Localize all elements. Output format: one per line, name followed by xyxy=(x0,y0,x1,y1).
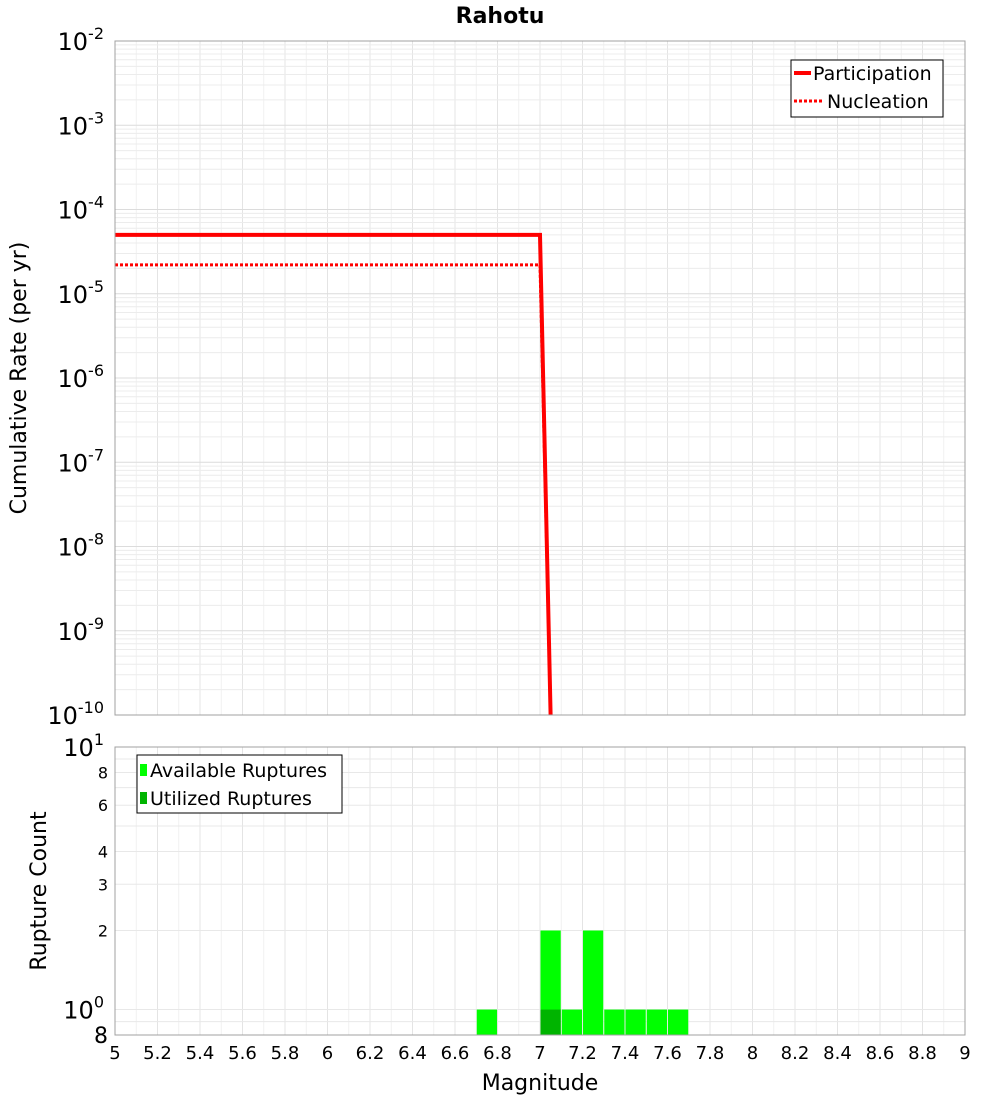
count-legend-box xyxy=(136,754,343,814)
magnitude-x-tick-label: 7.8 xyxy=(696,1043,725,1064)
count-y-tick-label: 101 xyxy=(63,730,104,762)
count-bars xyxy=(476,930,689,1035)
magnitude-x-tick-label: 7 xyxy=(534,1043,545,1064)
magnitude-x-tick-label: 7.4 xyxy=(611,1043,640,1064)
magnitude-x-tick-label: 8.8 xyxy=(908,1043,937,1064)
count-plot-frame xyxy=(114,746,966,1036)
rate-legend: Participation Nucleation xyxy=(790,59,944,118)
count-y-tick-label: 2 xyxy=(98,922,108,941)
available-rupture-bar xyxy=(668,1009,689,1035)
magnitude-x-tick-label: 8.4 xyxy=(823,1043,852,1064)
magnitude-x-tick-label: 5.8 xyxy=(271,1043,300,1064)
available-rupture-bar xyxy=(625,1009,646,1035)
magnitude-x-tick-label: 8.6 xyxy=(866,1043,895,1064)
magnitude-x-tick-label: 6.8 xyxy=(483,1043,512,1064)
magnitude-axis-label: Magnitude xyxy=(482,1071,599,1096)
magnitude-x-tick-label: 5.4 xyxy=(186,1043,215,1064)
magnitude-x-tick-label: 6.6 xyxy=(441,1043,470,1064)
magnitude-x-tick-label: 5 xyxy=(109,1043,120,1064)
legend-label-available: Available Ruptures xyxy=(150,760,327,782)
legend-label-nucleation: Nucleation xyxy=(827,91,929,113)
rate-y-tick-label: 10-3 xyxy=(58,108,105,140)
magnitude-x-tick-label: 5.6 xyxy=(228,1043,257,1064)
magnitude-x-tick-label: 8 xyxy=(747,1043,758,1064)
count-y-tick-label: 8 xyxy=(98,763,108,782)
rate-plot-grid xyxy=(114,41,966,716)
rate-plot-frame xyxy=(114,40,966,716)
magnitude-x-tick-label: 7.6 xyxy=(653,1043,682,1064)
available-rupture-bar xyxy=(646,1009,667,1035)
magnitude-x-tick-label: 6.2 xyxy=(356,1043,385,1064)
available-rupture-bar xyxy=(561,1009,582,1035)
count-y-tick-label: 6 xyxy=(98,796,108,815)
rate-y-tick-label: 10-4 xyxy=(58,193,105,225)
available-rupture-bar xyxy=(583,930,604,1035)
count-y-tick-label: 4 xyxy=(98,842,108,861)
magnitude-x-tick-label: 7.2 xyxy=(568,1043,597,1064)
available-rupture-bar xyxy=(476,1009,497,1035)
utilized-rupture-bar xyxy=(540,1009,561,1035)
legend-swatch-utilized xyxy=(140,792,147,804)
count-legend: Available Ruptures Utilized Ruptures xyxy=(136,754,343,814)
rate-y-tick-label: 10-8 xyxy=(58,530,105,562)
legend-label-utilized: Utilized Ruptures xyxy=(150,788,312,810)
nucleation-line xyxy=(115,263,553,716)
rate-axis-label: Cumulative Rate (per yr) xyxy=(7,242,32,515)
count-y-tick-label: 8 xyxy=(94,1024,108,1049)
magnitude-x-tick-label: 5.2 xyxy=(143,1043,172,1064)
chart-title: Rahotu xyxy=(456,4,545,29)
magnitude-x-tick-label: 6.4 xyxy=(398,1043,427,1064)
rate-y-tick-label: 10-6 xyxy=(58,361,105,393)
rate-legend-box xyxy=(790,59,944,118)
axis-ticks: 10-2 10-3 10-4 10-5 10-6 10-7 10-8 10-9 10-10101… xyxy=(47,24,970,1064)
legend-swatch-available xyxy=(140,764,147,776)
rate-y-tick-label: 10-5 xyxy=(58,277,105,309)
rate-y-tick-label: 10-9 xyxy=(58,614,105,646)
rate-y-tick-label: 10-7 xyxy=(58,445,105,477)
rate-y-tick-label: 10-10 xyxy=(47,698,104,730)
count-y-tick-label: 100 xyxy=(63,993,104,1025)
count-y-tick-label: 3 xyxy=(98,875,108,894)
rate-lines xyxy=(115,232,553,716)
rate-y-tick-label: 10-2 xyxy=(58,24,105,56)
magnitude-x-tick-label: 6 xyxy=(322,1043,333,1064)
magnitude-x-tick-label: 9 xyxy=(959,1043,970,1064)
available-rupture-bar xyxy=(604,1009,625,1035)
count-axis-label: Rupture Count xyxy=(27,811,52,971)
available-rupture-bar xyxy=(540,930,561,1035)
magnitude-x-tick-label: 8.2 xyxy=(781,1043,810,1064)
legend-label-participation: Participation xyxy=(813,63,932,85)
